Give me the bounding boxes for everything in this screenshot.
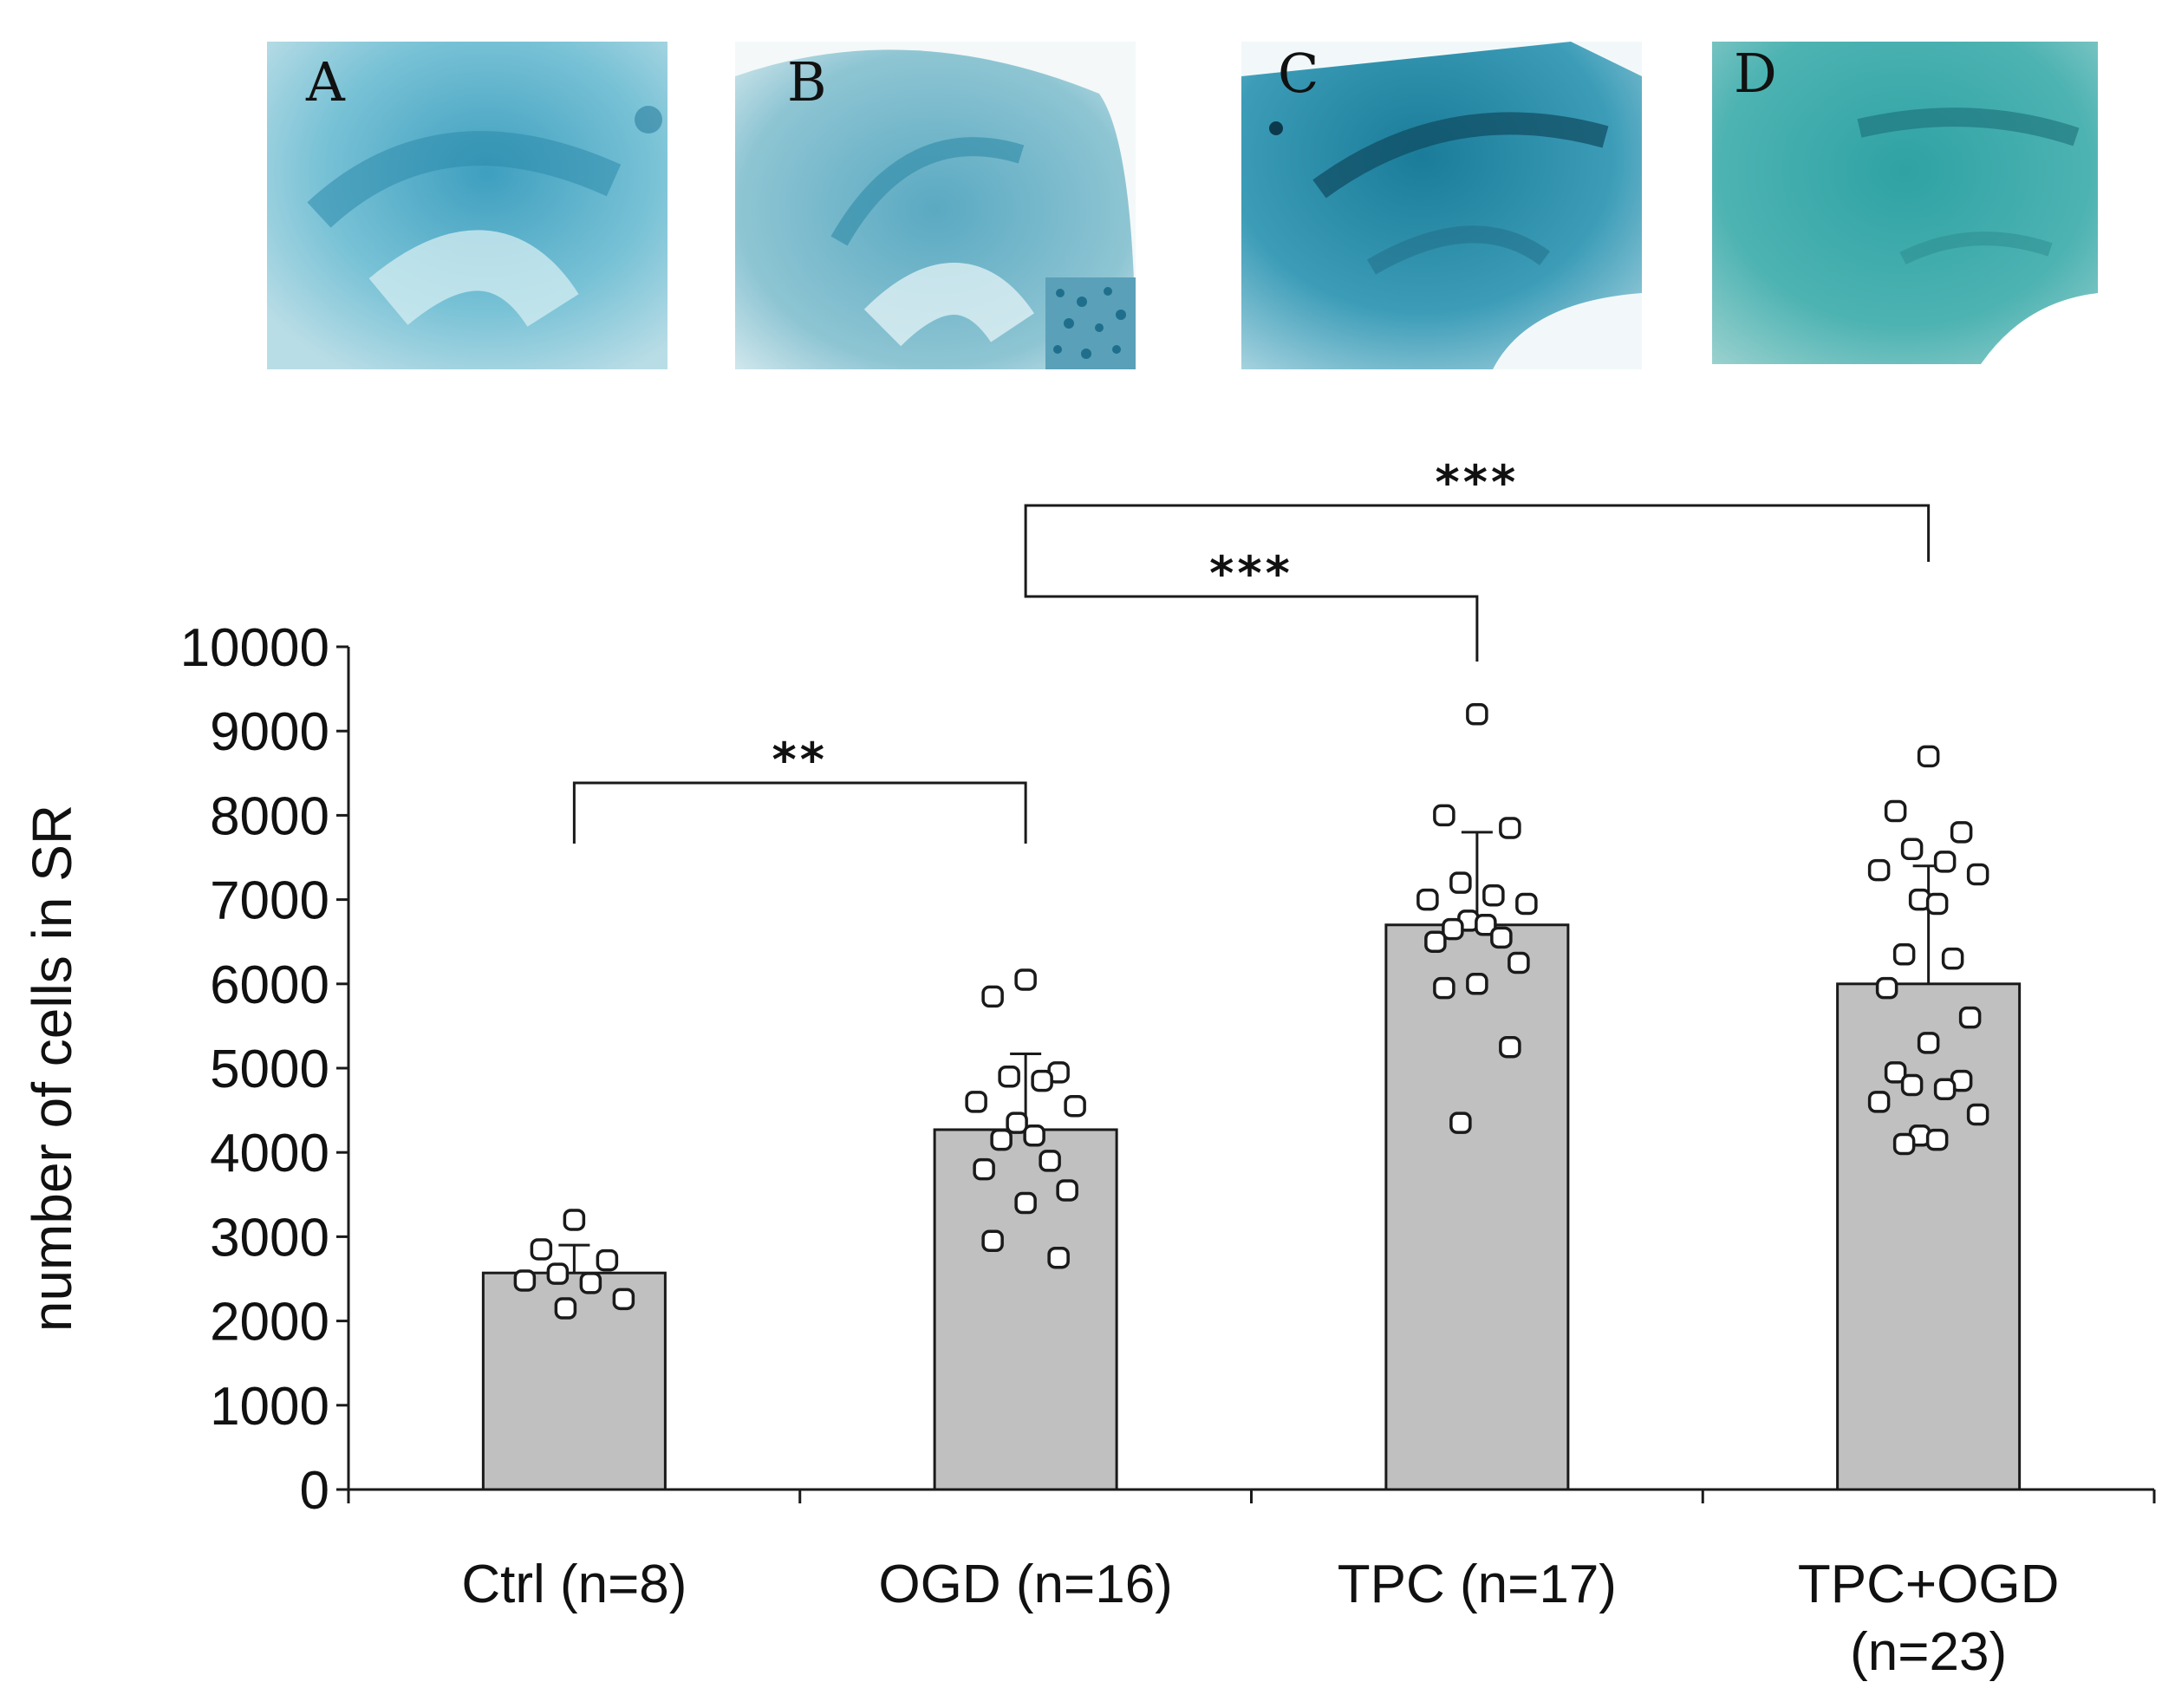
data-point xyxy=(1884,1061,1907,1084)
data-point xyxy=(1900,838,1924,861)
data-point xyxy=(1875,976,1898,1000)
data-point xyxy=(1023,1125,1045,1147)
data-point xyxy=(1466,703,1488,726)
histology-panel-d: D xyxy=(1712,42,2098,364)
data-point xyxy=(1867,858,1891,882)
data-point xyxy=(1950,821,1973,844)
data-point xyxy=(1433,804,1455,827)
data-point xyxy=(990,1128,1013,1151)
bar xyxy=(1384,923,1570,1491)
data-point xyxy=(1917,745,1940,768)
data-point xyxy=(1031,1069,1053,1092)
data-point xyxy=(1508,951,1530,975)
data-point xyxy=(1424,930,1447,953)
data-point xyxy=(554,1297,577,1320)
data-point xyxy=(1064,1094,1086,1118)
x-tick-label: TPC (n=17) xyxy=(1338,1555,1617,1614)
data-point xyxy=(1917,1032,1940,1054)
data-point xyxy=(563,1209,586,1231)
data-point xyxy=(612,1288,635,1311)
data-point xyxy=(1933,851,1957,873)
significance-bracket xyxy=(572,781,1027,844)
significance-bracket xyxy=(1024,504,1931,565)
significance-label: *** xyxy=(1436,455,1520,510)
data-point xyxy=(1892,943,1916,966)
data-point xyxy=(981,1229,1004,1253)
data-point xyxy=(1056,1179,1078,1202)
data-point xyxy=(1014,968,1037,991)
y-tick-label: 6000 xyxy=(210,955,329,1015)
x-tick-label: TPC+OGD xyxy=(1798,1555,2059,1614)
panel-letter-b: B xyxy=(787,50,827,114)
panel-a-image xyxy=(267,42,667,369)
data-point xyxy=(1892,1132,1916,1156)
data-point xyxy=(1933,1078,1957,1101)
panel-letter-d: D xyxy=(1734,42,1777,105)
y-tick-label: 7000 xyxy=(210,871,329,931)
data-point xyxy=(546,1262,570,1285)
data-point xyxy=(1475,914,1497,936)
data-point xyxy=(513,1269,537,1292)
y-tick-label: 2000 xyxy=(210,1293,329,1353)
data-point xyxy=(1884,799,1907,823)
y-tick-label: 8000 xyxy=(210,786,329,846)
data-point xyxy=(1966,1103,1989,1126)
y-tick-label: 9000 xyxy=(210,702,329,762)
panel-letter-c: C xyxy=(1278,42,1319,105)
data-point xyxy=(1499,817,1521,839)
data-point xyxy=(1966,863,1989,886)
panel-letter-a: A xyxy=(306,50,345,114)
histology-panel-c: C xyxy=(1241,42,1642,369)
data-point xyxy=(1941,947,1964,970)
y-tick-label: 4000 xyxy=(210,1124,329,1183)
significance-label: *** xyxy=(1209,546,1293,601)
data-point xyxy=(1014,1191,1037,1215)
data-point xyxy=(1006,1112,1028,1134)
data-point xyxy=(1433,976,1455,1000)
histology-panel-a: A xyxy=(267,42,667,369)
data-point xyxy=(973,1157,995,1181)
histology-panel-b: B xyxy=(735,42,1136,369)
data-point xyxy=(1490,926,1513,949)
data-point xyxy=(1039,1150,1061,1172)
y-tick-label: 10000 xyxy=(180,618,329,678)
data-point xyxy=(1515,892,1538,916)
data-point xyxy=(1442,917,1464,941)
x-tick-label: Ctrl (n=8) xyxy=(461,1555,687,1614)
panel-d-image xyxy=(1712,42,2098,364)
data-point xyxy=(1499,1035,1521,1059)
data-point xyxy=(1925,1128,1949,1151)
x-tick-label: OGD (n=16) xyxy=(878,1555,1172,1614)
bar xyxy=(933,1128,1118,1491)
data-point xyxy=(579,1272,602,1294)
data-point xyxy=(530,1238,553,1261)
data-point xyxy=(998,1065,1020,1088)
data-point xyxy=(1900,1073,1924,1097)
significance-label: ** xyxy=(772,733,828,787)
data-point xyxy=(981,985,1004,1008)
data-point xyxy=(1958,1006,1982,1029)
significance-bracket xyxy=(1024,565,1479,662)
data-point xyxy=(1482,883,1505,907)
data-point xyxy=(1449,1112,1472,1134)
data-point xyxy=(1047,1246,1070,1269)
x-tick-label: (n=23) xyxy=(1850,1622,2007,1682)
panel-b-image xyxy=(735,42,1136,369)
bar xyxy=(1836,982,2022,1491)
panel-c-image xyxy=(1241,42,1642,369)
y-tick-label: 0 xyxy=(300,1461,329,1521)
y-tick-label: 3000 xyxy=(210,1208,329,1268)
y-tick-label: 5000 xyxy=(210,1040,329,1099)
y-tick-label: 1000 xyxy=(210,1377,329,1437)
data-point xyxy=(1867,1091,1891,1113)
data-point xyxy=(1925,892,1949,916)
y-axis-label: number of cells in SR xyxy=(21,805,83,1332)
data-point xyxy=(1416,888,1439,911)
data-point xyxy=(965,1091,987,1113)
data-point xyxy=(596,1248,619,1272)
data-point xyxy=(1466,973,1488,995)
data-point xyxy=(1449,871,1472,894)
